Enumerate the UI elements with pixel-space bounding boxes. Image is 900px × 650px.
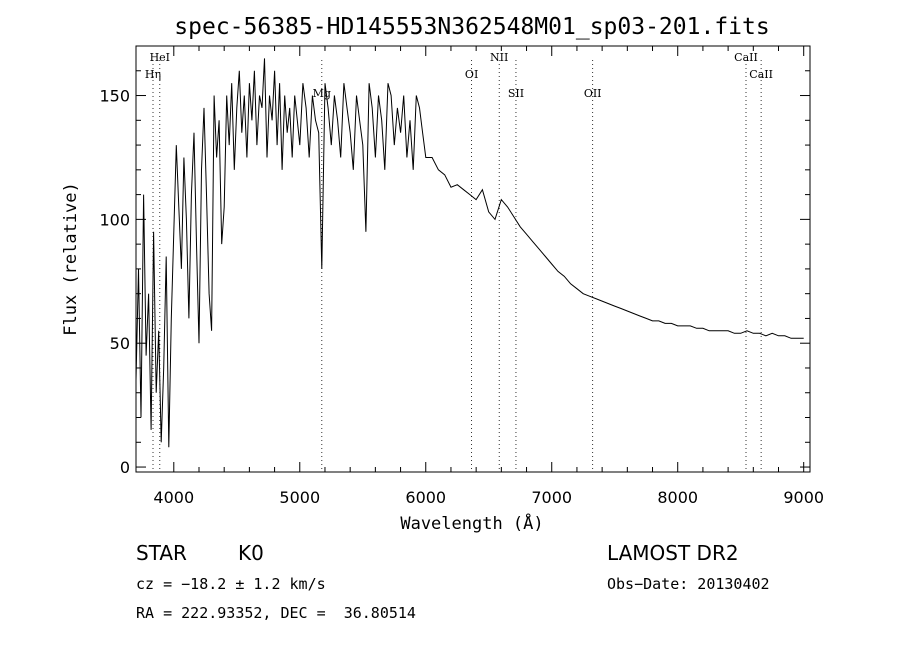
object-subclass: K0 [238, 541, 264, 565]
x-tick-label: 9000 [783, 488, 824, 507]
x-tick-label: 6000 [405, 488, 446, 507]
observation-date: Obs−Date: 20130402 [607, 575, 770, 593]
spectral-line-label: CaII [749, 68, 773, 81]
x-tick-label: 5000 [279, 488, 320, 507]
y-tick-label: 100 [99, 210, 130, 229]
plot-frame [135, 45, 811, 473]
spectral-line-label: HeI [150, 51, 170, 64]
x-tick-label: 7000 [531, 488, 572, 507]
x-axis-label: Wavelength (Å) [400, 512, 543, 534]
spectral-line-label: OII [584, 87, 602, 100]
spectral-line-label: NII [490, 51, 508, 64]
chart-title: spec-56385-HD145553N362548M01_sp03-201.f… [174, 14, 769, 40]
object-class: STAR [136, 541, 187, 565]
spectral-line-label: CaII [734, 51, 758, 64]
spectral-line-label: OI [465, 68, 478, 81]
spectral-line-label: Mg [313, 87, 331, 100]
y-axis-label: Flux (relative) [61, 182, 81, 336]
axis-ticks: 4000 5000 6000 7000 8000 9000 0 50 100 150 [99, 46, 824, 507]
spectral-line-markers: HeI Hη Mg OI NII SII OII CaII CaII [145, 51, 773, 472]
coordinates: RA = 222.93352, DEC = 36.80514 [136, 604, 416, 622]
x-tick-label: 8000 [657, 488, 698, 507]
spectrum-series-line [135, 58, 804, 448]
y-tick-label: 150 [99, 87, 130, 106]
y-tick-label: 0 [120, 458, 130, 477]
y-tick-label: 50 [110, 334, 130, 353]
redshift-cz: cz = −18.2 ± 1.2 km/s [136, 575, 326, 593]
survey-name: LAMOST DR2 [607, 541, 739, 565]
x-tick-label: 4000 [153, 488, 194, 507]
spectral-line-label: Hη [145, 68, 161, 81]
spectral-line-label: SII [508, 87, 524, 100]
